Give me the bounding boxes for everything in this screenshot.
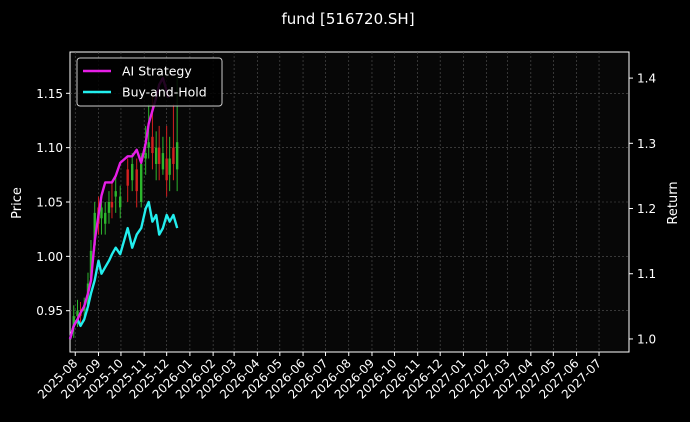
legend-label: Buy-and-Hold bbox=[122, 85, 207, 100]
y-tick-label-left: 1.10 bbox=[36, 141, 63, 155]
y-tick-label-right: 1.4 bbox=[637, 72, 656, 86]
series-line-buy-and-hold bbox=[68, 200, 179, 340]
y-tick-label-right: 1.3 bbox=[637, 137, 656, 151]
y-tick-label-right: 1.1 bbox=[637, 267, 656, 281]
candle-body bbox=[72, 316, 75, 327]
y-axis-label-left: Price bbox=[10, 187, 25, 219]
candle-body bbox=[119, 196, 122, 208]
candle-body bbox=[161, 153, 165, 170]
candle-body bbox=[172, 147, 175, 164]
y-tick-label-right: 1.2 bbox=[637, 202, 656, 216]
y-tick-label-left: 1.05 bbox=[36, 196, 63, 210]
legend-box bbox=[76, 57, 223, 107]
candle-body bbox=[175, 142, 179, 170]
y-tick-label-right: 1.0 bbox=[637, 332, 656, 346]
candle-body bbox=[100, 207, 103, 219]
legend: AI Strategy Buy-and-Hold bbox=[76, 57, 223, 107]
legend-label: AI Strategy bbox=[122, 64, 192, 79]
y-tick-label-left: 0.95 bbox=[36, 304, 63, 318]
candle-body bbox=[157, 147, 161, 164]
candle-body bbox=[130, 163, 134, 181]
candle-body bbox=[168, 158, 171, 175]
y-tick-label-left: 1.00 bbox=[36, 250, 63, 264]
candle-body bbox=[107, 202, 111, 213]
candle-body bbox=[76, 310, 79, 317]
candle-body bbox=[89, 250, 93, 279]
candle-body bbox=[110, 202, 114, 208]
candle-body bbox=[139, 163, 143, 202]
y-tick-label-left: 1.15 bbox=[36, 87, 63, 101]
chart-title: fund [516720.SH] bbox=[281, 10, 414, 28]
candle-body bbox=[151, 136, 154, 154]
candle-body bbox=[114, 191, 117, 197]
candle-body bbox=[147, 142, 150, 148]
candle-body bbox=[93, 212, 96, 246]
candle-body bbox=[135, 169, 138, 192]
candle-body bbox=[126, 169, 129, 186]
candle-body bbox=[165, 158, 168, 181]
y-axis-label-right: Return bbox=[666, 181, 681, 224]
candle-body bbox=[104, 212, 107, 224]
candle-body bbox=[154, 147, 158, 164]
candle-body bbox=[144, 153, 147, 159]
